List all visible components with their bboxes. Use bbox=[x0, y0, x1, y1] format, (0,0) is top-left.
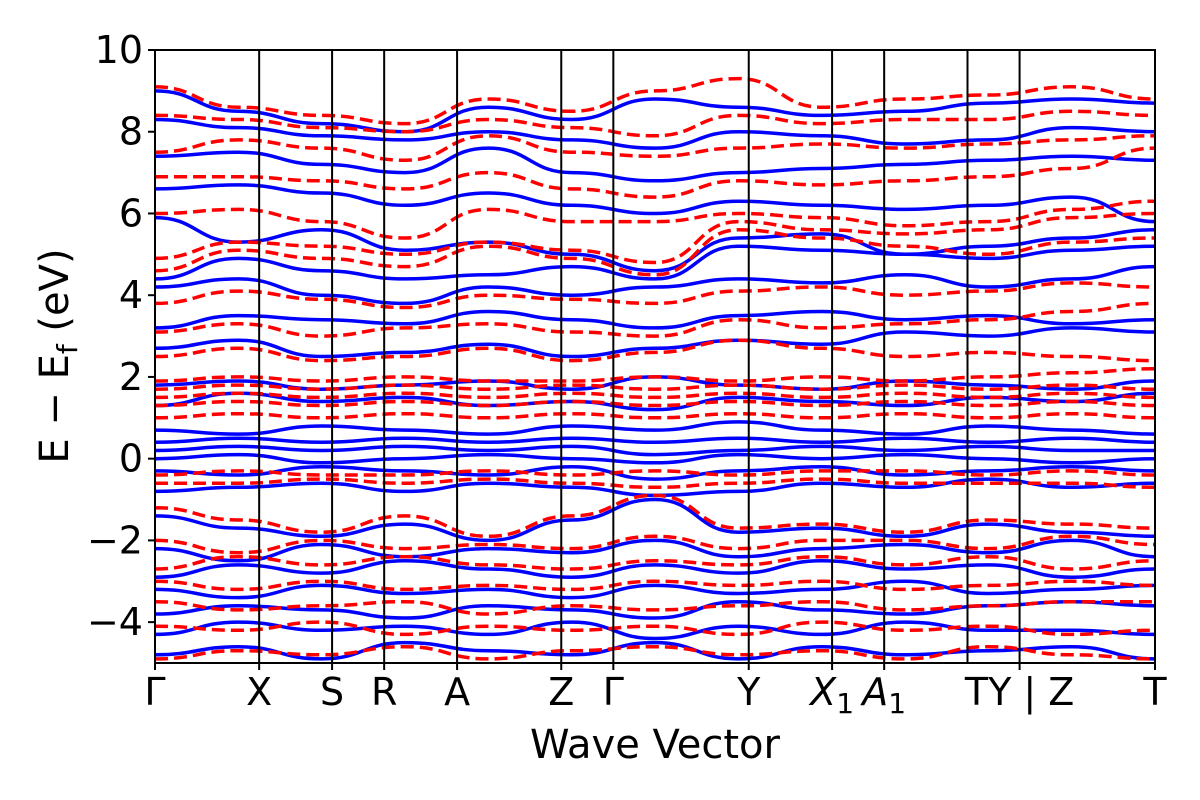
red-band-line bbox=[155, 383, 1155, 391]
blue-band-line bbox=[155, 117, 1155, 150]
blue-band-line bbox=[155, 465, 1155, 481]
blue-band-line bbox=[155, 640, 1155, 661]
y-tick-label: 8 bbox=[119, 110, 143, 154]
blue-band-line bbox=[155, 146, 1155, 183]
x-tick-label: TY | Z bbox=[964, 670, 1074, 715]
blue-band-line bbox=[155, 559, 1155, 579]
red-band-line bbox=[155, 228, 1155, 277]
blue-band-line bbox=[155, 420, 1155, 436]
red-band-line bbox=[155, 469, 1155, 477]
blue-band-line bbox=[155, 375, 1155, 391]
y-tick-label: 6 bbox=[119, 191, 143, 235]
kpoint-divider-layer bbox=[258, 50, 1021, 663]
y-tick-label: −2 bbox=[87, 518, 143, 562]
red-band-line bbox=[155, 493, 1155, 539]
x-tick-label: X bbox=[246, 670, 272, 714]
x-tick-label: S bbox=[320, 670, 344, 714]
red-band-line bbox=[155, 644, 1155, 661]
red-band-line bbox=[155, 76, 1155, 126]
x-tick-label: R bbox=[371, 670, 397, 714]
red-band-line bbox=[155, 477, 1155, 490]
series-spin-up bbox=[155, 89, 1155, 661]
blue-band-line bbox=[155, 579, 1155, 600]
blue-band-line bbox=[155, 497, 1155, 543]
x-tick-label-main: X bbox=[808, 670, 837, 714]
y-axis-title-units: (eV) bbox=[32, 248, 78, 344]
x-tick-label-subscript: 1 bbox=[836, 687, 854, 720]
y-axis-title-main: E − E bbox=[32, 354, 78, 464]
blue-band-line bbox=[155, 309, 1155, 330]
y-tick-label: 2 bbox=[119, 355, 143, 399]
red-band-line bbox=[155, 411, 1155, 420]
x-tick-label: Y bbox=[736, 670, 761, 714]
y-axis-title-subscript: f bbox=[51, 343, 84, 354]
red-band-line bbox=[155, 281, 1155, 310]
blue-band-line bbox=[155, 183, 1155, 224]
x-tick-label: Γ bbox=[603, 670, 624, 714]
y-axis-ticks: 10 8 6 4 2 0 −2 −4 bbox=[87, 28, 155, 644]
red-band-line bbox=[155, 338, 1155, 363]
x-tick-label: A bbox=[444, 670, 470, 714]
red-band-line bbox=[155, 554, 1155, 571]
x-tick-label: Γ bbox=[144, 670, 165, 714]
x-tick-label: X1 bbox=[808, 670, 854, 720]
blue-band-line bbox=[155, 215, 1155, 273]
red-band-line bbox=[155, 620, 1155, 637]
band-series-layer bbox=[155, 76, 1155, 661]
x-tick-label: T bbox=[1142, 670, 1167, 714]
red-band-line bbox=[155, 391, 1155, 400]
red-band-line bbox=[155, 534, 1155, 555]
red-band-line bbox=[155, 301, 1155, 338]
blue-band-line bbox=[155, 538, 1155, 563]
blue-band-line bbox=[155, 391, 1155, 412]
red-band-line bbox=[155, 367, 1155, 383]
red-band-line bbox=[155, 599, 1155, 616]
x-axis-title: Wave Vector bbox=[530, 722, 781, 768]
y-tick-label: 10 bbox=[95, 28, 143, 72]
blue-band-line bbox=[155, 244, 1155, 281]
x-tick-label-main: A bbox=[859, 670, 888, 714]
red-band-line bbox=[155, 134, 1155, 163]
blue-band-line bbox=[155, 89, 1155, 134]
red-band-line bbox=[155, 199, 1155, 240]
red-band-line bbox=[155, 211, 1155, 265]
plot-frame bbox=[154, 49, 1156, 664]
red-band-line bbox=[155, 579, 1155, 592]
blue-band-line bbox=[155, 452, 1155, 465]
x-tick-label-subscript: 1 bbox=[888, 687, 906, 720]
blue-band-line bbox=[155, 436, 1155, 445]
blue-band-line bbox=[155, 264, 1155, 306]
y-tick-label: 4 bbox=[119, 273, 143, 317]
x-tick-label: A1 bbox=[859, 670, 906, 720]
series-spin-down bbox=[155, 76, 1155, 661]
blue-band-line bbox=[155, 620, 1155, 641]
red-band-line bbox=[155, 109, 1155, 138]
y-axis-title: E − Ef (eV) bbox=[32, 248, 84, 463]
y-tick-label: 0 bbox=[119, 437, 143, 481]
y-tick-label: −4 bbox=[87, 600, 143, 644]
blue-band-line bbox=[155, 444, 1155, 457]
red-band-line bbox=[155, 399, 1155, 408]
x-tick-label: Z bbox=[548, 670, 574, 714]
red-band-line bbox=[155, 146, 1155, 199]
blue-band-line bbox=[155, 326, 1155, 359]
